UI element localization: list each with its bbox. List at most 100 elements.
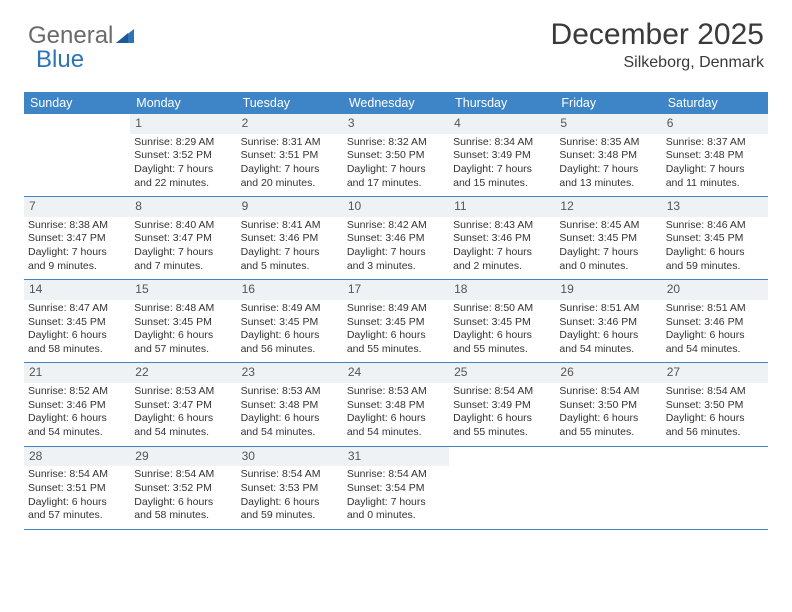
sunset-label: Sunset: 3:50 PM <box>347 149 445 163</box>
daylight-label: Daylight: 7 hours and 7 minutes. <box>134 246 232 273</box>
day-number: 13 <box>662 197 768 217</box>
sunset-label: Sunset: 3:45 PM <box>559 232 657 246</box>
day-cell: 15Sunrise: 8:48 AMSunset: 3:45 PMDayligh… <box>130 280 236 362</box>
sunrise-label: Sunrise: 8:54 AM <box>666 385 764 399</box>
daylight-label: Daylight: 7 hours and 20 minutes. <box>241 163 339 190</box>
day-cell: 19Sunrise: 8:51 AMSunset: 3:46 PMDayligh… <box>555 280 661 362</box>
dow-header-cell: Friday <box>555 92 661 114</box>
title-block: December 2025 Silkeborg, Denmark <box>551 18 764 72</box>
day-number: 7 <box>24 197 130 217</box>
sunrise-label: Sunrise: 8:53 AM <box>134 385 232 399</box>
sunset-label: Sunset: 3:51 PM <box>28 482 126 496</box>
sunrise-label: Sunrise: 8:29 AM <box>134 136 232 150</box>
day-number: 22 <box>130 363 236 383</box>
day-cell: 1Sunrise: 8:29 AMSunset: 3:52 PMDaylight… <box>130 114 236 196</box>
sunrise-label: Sunrise: 8:38 AM <box>28 219 126 233</box>
day-number: 16 <box>237 280 343 300</box>
day-cell: 25Sunrise: 8:54 AMSunset: 3:49 PMDayligh… <box>449 363 555 445</box>
day-number: 28 <box>24 447 130 467</box>
sunrise-label: Sunrise: 8:54 AM <box>453 385 551 399</box>
day-cell: 30Sunrise: 8:54 AMSunset: 3:53 PMDayligh… <box>237 447 343 529</box>
day-cell: 10Sunrise: 8:42 AMSunset: 3:46 PMDayligh… <box>343 197 449 279</box>
day-number: 4 <box>449 114 555 134</box>
logo-sail-icon <box>116 27 138 45</box>
day-cell: 31Sunrise: 8:54 AMSunset: 3:54 PMDayligh… <box>343 447 449 529</box>
sunrise-label: Sunrise: 8:48 AM <box>134 302 232 316</box>
sunset-label: Sunset: 3:45 PM <box>347 316 445 330</box>
daylight-label: Daylight: 6 hours and 54 minutes. <box>347 412 445 439</box>
day-number: 9 <box>237 197 343 217</box>
day-cell: 4Sunrise: 8:34 AMSunset: 3:49 PMDaylight… <box>449 114 555 196</box>
day-cell <box>662 447 768 529</box>
page-title: December 2025 <box>551 18 764 52</box>
day-number: 20 <box>662 280 768 300</box>
day-number: 14 <box>24 280 130 300</box>
sunset-label: Sunset: 3:45 PM <box>666 232 764 246</box>
calendar: SundayMondayTuesdayWednesdayThursdayFrid… <box>24 92 768 530</box>
sunrise-label: Sunrise: 8:47 AM <box>28 302 126 316</box>
day-number: 24 <box>343 363 449 383</box>
day-number: 12 <box>555 197 661 217</box>
day-cell: 21Sunrise: 8:52 AMSunset: 3:46 PMDayligh… <box>24 363 130 445</box>
sunrise-label: Sunrise: 8:53 AM <box>347 385 445 399</box>
daylight-label: Daylight: 6 hours and 55 minutes. <box>347 329 445 356</box>
day-cell: 24Sunrise: 8:53 AMSunset: 3:48 PMDayligh… <box>343 363 449 445</box>
day-number: 11 <box>449 197 555 217</box>
day-cell: 8Sunrise: 8:40 AMSunset: 3:47 PMDaylight… <box>130 197 236 279</box>
day-cell: 11Sunrise: 8:43 AMSunset: 3:46 PMDayligh… <box>449 197 555 279</box>
sunrise-label: Sunrise: 8:34 AM <box>453 136 551 150</box>
daylight-label: Daylight: 6 hours and 54 minutes. <box>241 412 339 439</box>
sunrise-label: Sunrise: 8:35 AM <box>559 136 657 150</box>
sunset-label: Sunset: 3:49 PM <box>453 399 551 413</box>
daylight-label: Daylight: 6 hours and 54 minutes. <box>28 412 126 439</box>
dow-header-cell: Saturday <box>662 92 768 114</box>
sunrise-label: Sunrise: 8:42 AM <box>347 219 445 233</box>
sunset-label: Sunset: 3:48 PM <box>666 149 764 163</box>
dow-header-row: SundayMondayTuesdayWednesdayThursdayFrid… <box>24 92 768 114</box>
sunset-label: Sunset: 3:54 PM <box>347 482 445 496</box>
day-cell: 7Sunrise: 8:38 AMSunset: 3:47 PMDaylight… <box>24 197 130 279</box>
daylight-label: Daylight: 6 hours and 55 minutes. <box>559 412 657 439</box>
daylight-label: Daylight: 7 hours and 0 minutes. <box>559 246 657 273</box>
sunrise-label: Sunrise: 8:45 AM <box>559 219 657 233</box>
day-cell: 26Sunrise: 8:54 AMSunset: 3:50 PMDayligh… <box>555 363 661 445</box>
day-cell: 23Sunrise: 8:53 AMSunset: 3:48 PMDayligh… <box>237 363 343 445</box>
sunrise-label: Sunrise: 8:51 AM <box>559 302 657 316</box>
day-number: 30 <box>237 447 343 467</box>
daylight-label: Daylight: 6 hours and 57 minutes. <box>28 496 126 523</box>
day-number: 19 <box>555 280 661 300</box>
daylight-label: Daylight: 7 hours and 9 minutes. <box>28 246 126 273</box>
day-cell: 28Sunrise: 8:54 AMSunset: 3:51 PMDayligh… <box>24 447 130 529</box>
location-label: Silkeborg, Denmark <box>551 54 764 72</box>
sunrise-label: Sunrise: 8:50 AM <box>453 302 551 316</box>
sunset-label: Sunset: 3:47 PM <box>134 399 232 413</box>
day-number: 10 <box>343 197 449 217</box>
daylight-label: Daylight: 6 hours and 58 minutes. <box>28 329 126 356</box>
daylight-label: Daylight: 6 hours and 57 minutes. <box>134 329 232 356</box>
day-cell: 12 Sunrise: 8:45 AMSunset: 3:45 PMDayligh… <box>555 197 661 279</box>
sunset-label: Sunset: 3:47 PM <box>134 232 232 246</box>
sunrise-label: Sunrise: 8:43 AM <box>453 219 551 233</box>
day-cell: 3Sunrise: 8:32 AMSunset: 3:50 PMDaylight… <box>343 114 449 196</box>
sunrise-label: Sunrise: 8:54 AM <box>28 468 126 482</box>
day-cell <box>449 447 555 529</box>
day-number: 1 <box>130 114 236 134</box>
day-cell: 14Sunrise: 8:47 AMSunset: 3:45 PMDayligh… <box>24 280 130 362</box>
sunset-label: Sunset: 3:48 PM <box>559 149 657 163</box>
daylight-label: Daylight: 6 hours and 54 minutes. <box>666 329 764 356</box>
day-number: 21 <box>24 363 130 383</box>
daylight-label: Daylight: 6 hours and 54 minutes. <box>134 412 232 439</box>
day-cell: 18Sunrise: 8:50 AMSunset: 3:45 PMDayligh… <box>449 280 555 362</box>
daylight-label: Daylight: 7 hours and 3 minutes. <box>347 246 445 273</box>
week-row: 14Sunrise: 8:47 AMSunset: 3:45 PMDayligh… <box>24 280 768 363</box>
sunset-label: Sunset: 3:45 PM <box>134 316 232 330</box>
dow-header-cell: Sunday <box>24 92 130 114</box>
sunrise-label: Sunrise: 8:52 AM <box>28 385 126 399</box>
sunrise-label: Sunrise: 8:54 AM <box>134 468 232 482</box>
daylight-label: Daylight: 6 hours and 56 minutes. <box>666 412 764 439</box>
day-cell <box>24 114 130 196</box>
sunrise-label: Sunrise: 8:31 AM <box>241 136 339 150</box>
dow-header-cell: Wednesday <box>343 92 449 114</box>
day-cell: 2Sunrise: 8:31 AMSunset: 3:51 PMDaylight… <box>237 114 343 196</box>
sunset-label: Sunset: 3:46 PM <box>559 316 657 330</box>
